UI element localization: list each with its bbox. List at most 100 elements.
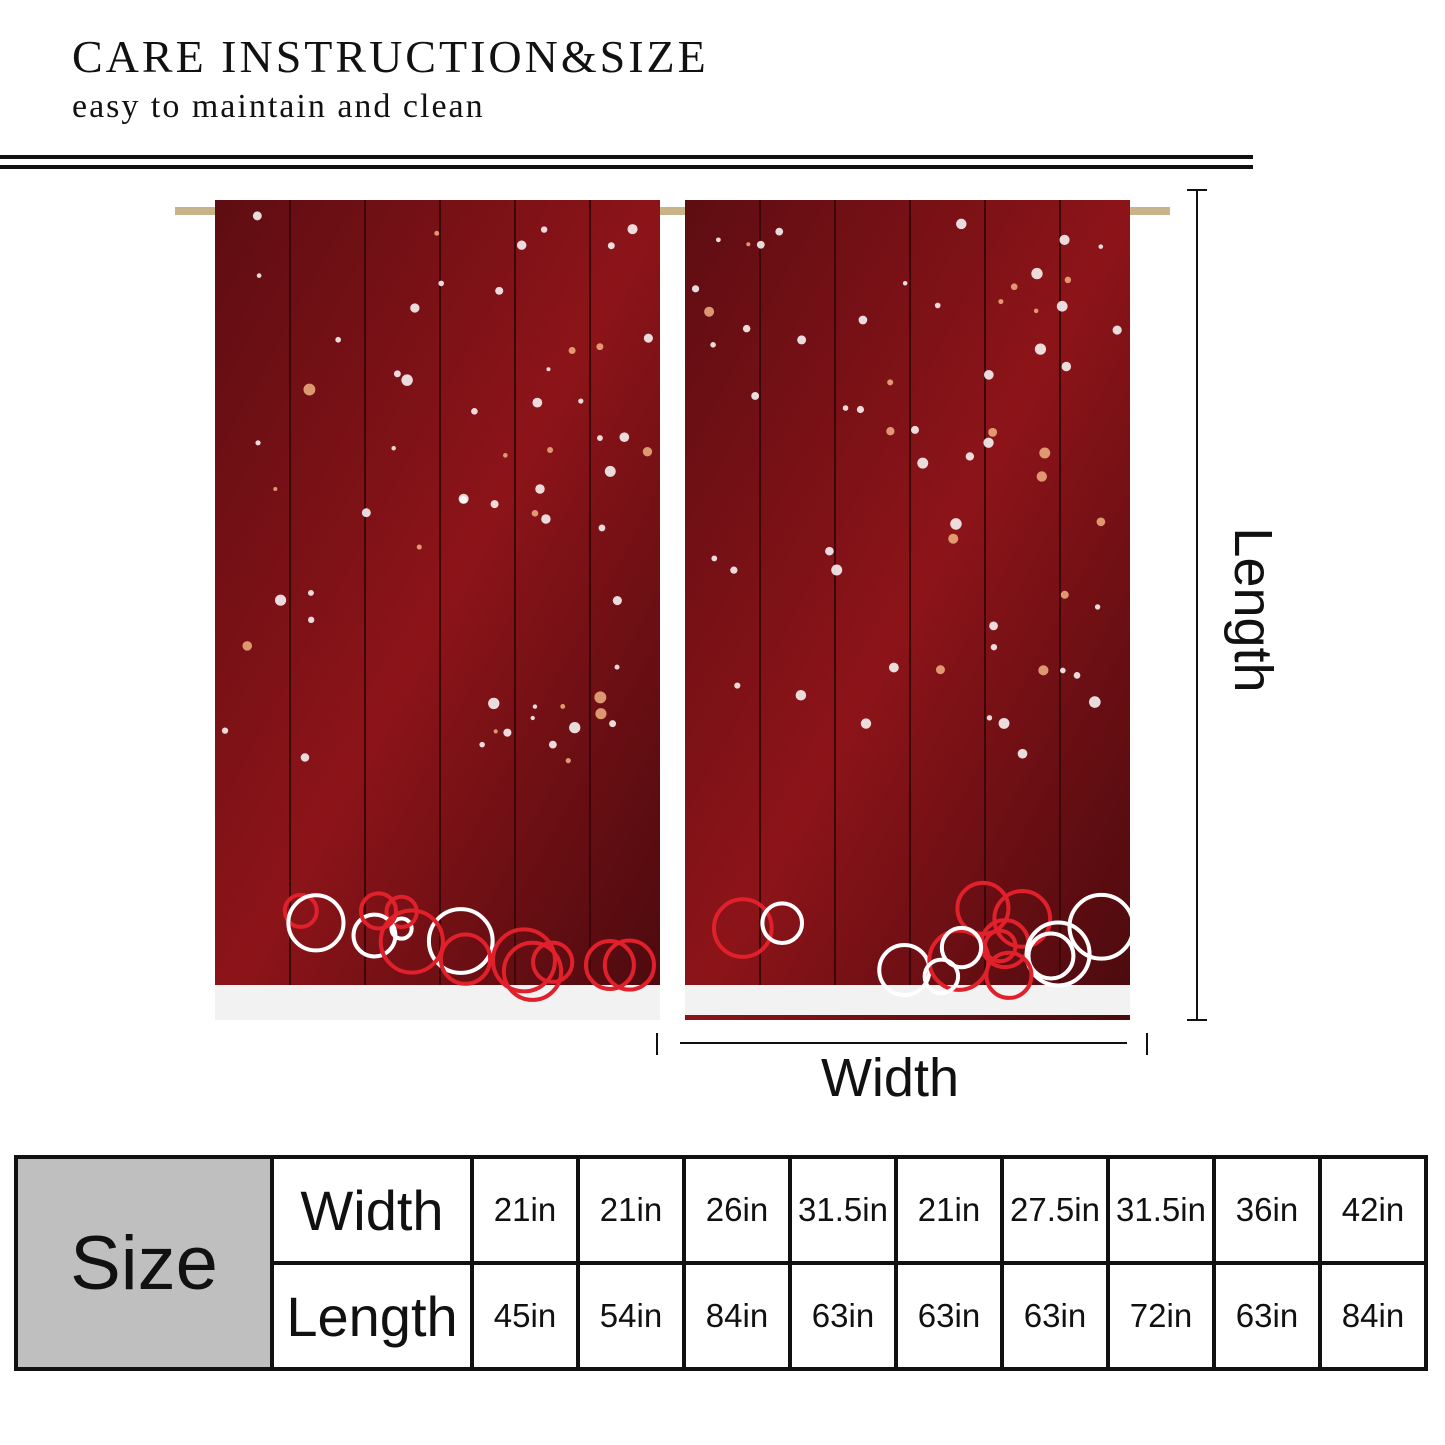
snow-dot bbox=[221, 727, 229, 734]
size-cell: 21in bbox=[894, 1155, 1004, 1265]
snow-dot bbox=[715, 237, 721, 243]
snow-dot bbox=[273, 486, 278, 491]
snow-dot bbox=[252, 211, 262, 221]
snow-dot bbox=[471, 408, 478, 415]
snow-dot bbox=[1056, 300, 1068, 312]
snow-dot bbox=[1059, 667, 1066, 674]
snow-dot bbox=[797, 335, 807, 345]
size-cell: 31.5in bbox=[1106, 1155, 1216, 1265]
snow-dot bbox=[1036, 471, 1047, 482]
snow-dot bbox=[256, 273, 262, 278]
snow-dot bbox=[710, 342, 716, 348]
curtain-panel bbox=[685, 200, 1130, 1020]
snow-dot bbox=[1059, 234, 1070, 245]
snow-dot bbox=[643, 333, 653, 343]
size-cell: 36in bbox=[1212, 1155, 1322, 1265]
snowflake bbox=[282, 892, 319, 929]
width-label: Width bbox=[821, 1048, 959, 1108]
snow-dot bbox=[795, 689, 807, 701]
snow-dot bbox=[401, 374, 413, 386]
snowflake bbox=[490, 927, 557, 994]
snow-dot bbox=[242, 641, 253, 651]
snow-dot bbox=[989, 621, 998, 631]
size-cell: 31.5in bbox=[788, 1155, 898, 1265]
snow-dot bbox=[888, 662, 899, 673]
snow-dot bbox=[860, 718, 872, 729]
size-cell: 63in bbox=[1000, 1261, 1110, 1371]
snow-dot bbox=[547, 446, 554, 453]
snow-dot bbox=[535, 484, 545, 494]
snow-dot bbox=[569, 722, 581, 734]
snow-dot bbox=[986, 715, 993, 721]
snow-dot bbox=[691, 285, 700, 293]
snow-dot bbox=[541, 514, 551, 524]
size-cell: 21in bbox=[576, 1155, 686, 1265]
snow-dot bbox=[950, 518, 962, 530]
snowflake bbox=[984, 950, 1034, 1000]
length-label: Length bbox=[1223, 527, 1283, 692]
snow-dot bbox=[998, 717, 1010, 729]
snow-dot bbox=[1060, 590, 1069, 599]
snowflake bbox=[426, 907, 495, 975]
title: CARE INSTRUCTION&SIZE bbox=[72, 31, 709, 82]
snowflake bbox=[955, 880, 1011, 936]
size-cell: 26in bbox=[682, 1155, 792, 1265]
snow-dot bbox=[831, 564, 843, 576]
table-row: Length 45in 54in 84in 63in 63in 63in 72in 63in 84… bbox=[16, 1261, 1428, 1371]
snow-dot bbox=[614, 664, 620, 670]
snow-dot bbox=[300, 753, 310, 762]
curtain-illustration: Length Width bbox=[0, 155, 1283, 1108]
snowflake bbox=[501, 940, 564, 1002]
subtitle: easy to maintain and clean bbox=[72, 88, 485, 125]
snow-band bbox=[215, 985, 660, 1020]
snow-dot bbox=[391, 445, 396, 451]
snow-dot bbox=[578, 398, 584, 404]
snow-dot bbox=[488, 697, 500, 710]
snow-dot bbox=[560, 703, 566, 709]
snow-dot bbox=[856, 405, 865, 414]
snowflake bbox=[531, 940, 575, 984]
snow-dot bbox=[255, 440, 261, 446]
size-cell: 54in bbox=[576, 1261, 686, 1371]
snowflake bbox=[602, 938, 656, 992]
snow-dot bbox=[393, 370, 401, 378]
snow-dot bbox=[361, 508, 371, 518]
size-cell: 45in bbox=[470, 1261, 580, 1371]
snowflake bbox=[351, 912, 398, 959]
snow-dot bbox=[540, 226, 548, 233]
snowflake bbox=[939, 925, 984, 970]
snow-dot bbox=[434, 230, 440, 236]
snow-dot bbox=[935, 665, 945, 675]
snow-dot bbox=[730, 566, 738, 574]
snow-dot bbox=[335, 336, 342, 343]
snow-dot bbox=[1017, 748, 1028, 759]
size-cell: 72in bbox=[1106, 1261, 1216, 1371]
snow-dot bbox=[1096, 517, 1106, 527]
snow-dot bbox=[1038, 665, 1049, 676]
snow-dot bbox=[934, 302, 941, 309]
snow-dot bbox=[998, 299, 1004, 305]
snowflake bbox=[711, 897, 774, 959]
snow-dot bbox=[990, 643, 998, 651]
snow-dot bbox=[704, 306, 715, 317]
snow-dot bbox=[742, 324, 751, 333]
snowflake bbox=[760, 901, 805, 945]
size-cell: 84in bbox=[1318, 1261, 1428, 1371]
snowflake bbox=[438, 932, 493, 986]
snow-dot bbox=[546, 367, 551, 372]
snow-dot bbox=[1088, 696, 1101, 708]
snowflake bbox=[286, 893, 346, 953]
snow-dot bbox=[532, 704, 538, 709]
snowflake bbox=[389, 916, 414, 941]
row-header: Width bbox=[270, 1155, 474, 1265]
snowflake bbox=[992, 889, 1053, 949]
row-header: Length bbox=[270, 1261, 474, 1371]
snow-dot bbox=[307, 589, 314, 596]
snow-dot bbox=[531, 510, 539, 517]
size-cell: 63in bbox=[788, 1261, 898, 1371]
snow-dot bbox=[416, 544, 422, 550]
snow-dot bbox=[1034, 343, 1047, 355]
snow-dot bbox=[910, 425, 919, 434]
snow-dot bbox=[532, 397, 543, 408]
